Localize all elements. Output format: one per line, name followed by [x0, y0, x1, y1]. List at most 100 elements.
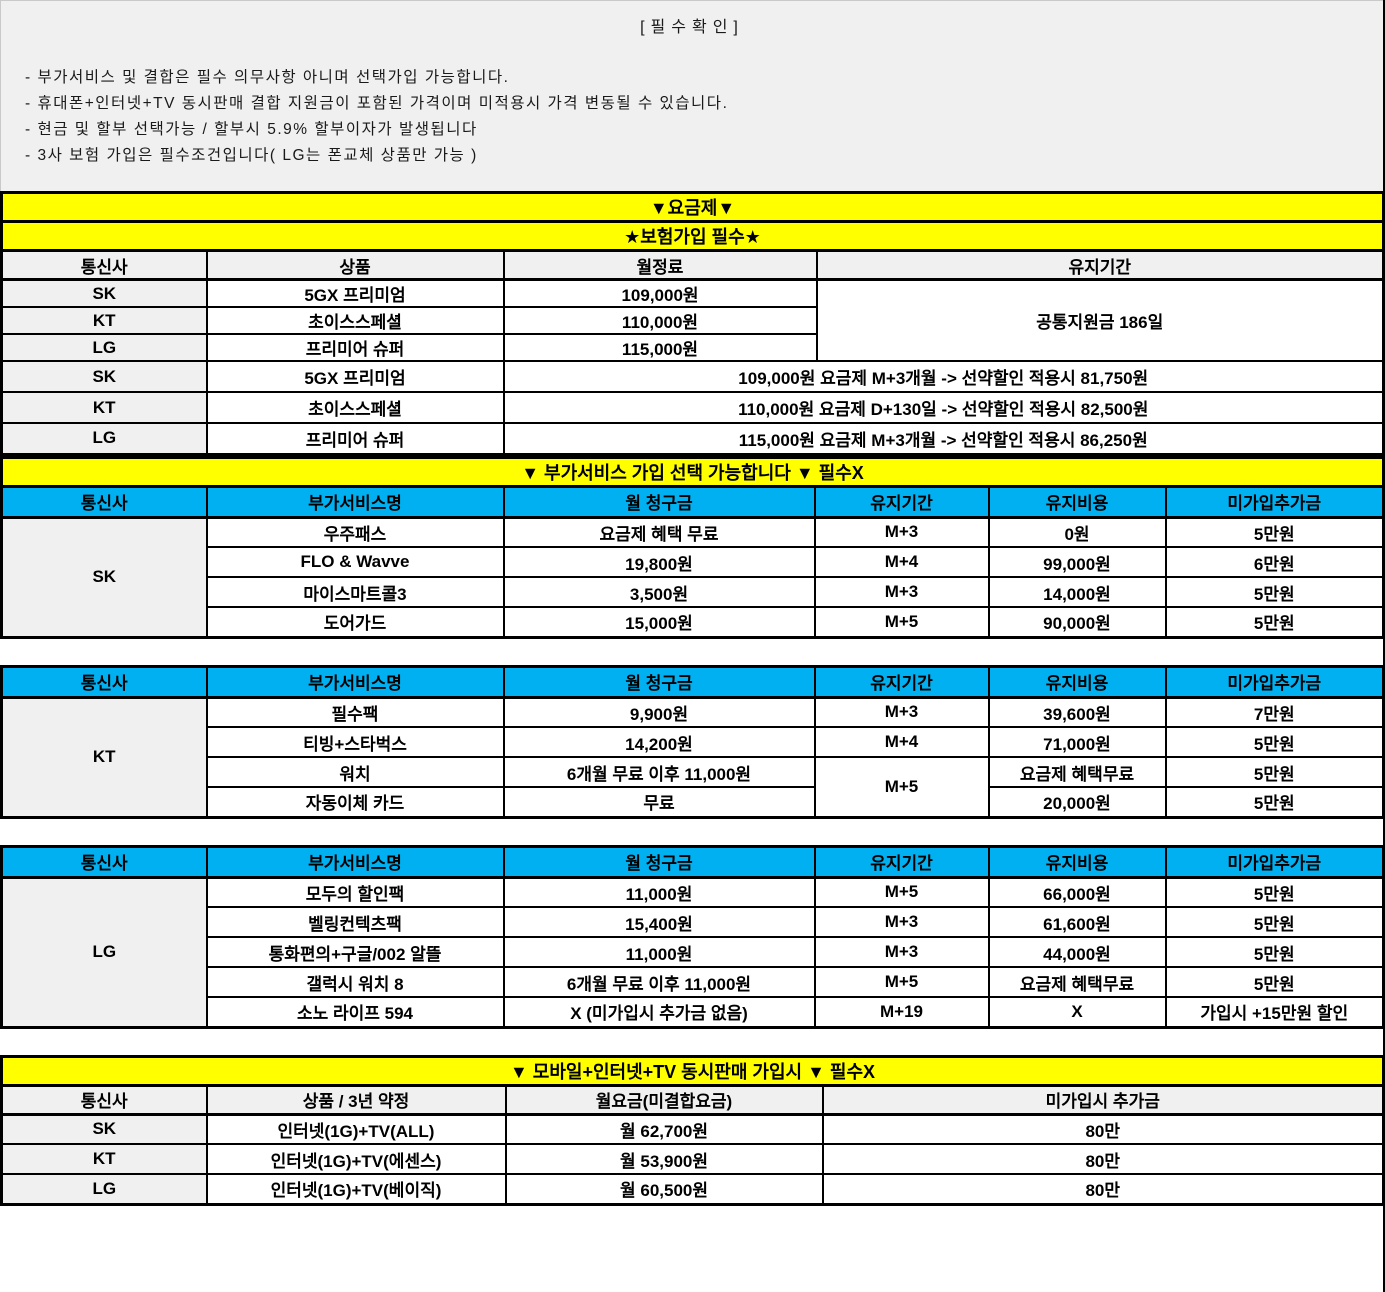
- period-cell: M+3: [813, 936, 990, 968]
- cost-cell: 14,000원: [987, 576, 1167, 608]
- penalty-cell: 5만원: [1164, 576, 1383, 608]
- discount-detail-cell: 109,000원 요금제 M+3개월 -> 선약할인 적용시 81,750원: [502, 360, 1383, 393]
- cost-cell: 20,000원: [987, 786, 1167, 818]
- column-header-no-join-fee: 미가입추가금: [1164, 665, 1383, 699]
- charge-cell: 3,500원: [502, 576, 816, 608]
- carrier-cell: SK: [0, 278, 208, 308]
- column-header-monthly-fee: 월요금(미결합요금): [504, 1084, 824, 1116]
- carrier-cell: LG: [0, 422, 208, 455]
- insurance-required-banner: ★보험가입 필수★: [0, 220, 1383, 252]
- cost-cell: 44,000원: [987, 936, 1167, 968]
- charge-cell: 15,000원: [502, 606, 816, 638]
- carrier-cell: SK: [0, 360, 208, 393]
- fee-cell: 월 60,500원: [504, 1173, 824, 1205]
- cost-cell: 90,000원: [987, 606, 1167, 638]
- penalty-cell: 5만원: [1164, 606, 1383, 638]
- addon-name-cell: 통화편의+구글/002 알뜰: [205, 936, 505, 968]
- penalty-cell: 7만원: [1164, 696, 1383, 728]
- column-header-carrier: 통신사: [0, 249, 208, 281]
- bundle-banner: ▼ 모바일+인터넷+TV 동시판매 가입시 ▼ 필수X: [0, 1054, 1383, 1087]
- period-cell: M+5: [813, 606, 990, 638]
- product-cell: 프리미어 슈퍼: [205, 422, 505, 455]
- notice-bullet-list: - 부가서비스 및 결합은 필수 의무사항 아니며 선택가입 가능합니다. - …: [25, 65, 1383, 169]
- period-cell: M+5: [813, 756, 990, 818]
- column-header-maintain-period: 유지기간: [813, 485, 990, 519]
- penalty-cell: 6만원: [1164, 546, 1383, 578]
- lg-addon-table: 통신사 부가서비스명 월 청구금 유지기간 유지비용 미가입추가금 LG 모두의…: [0, 844, 1383, 1029]
- table-gap: [0, 638, 1383, 665]
- period-cell: M+4: [813, 726, 990, 758]
- column-header-maintain-cost: 유지비용: [987, 665, 1167, 699]
- cost-cell: 71,000원: [987, 726, 1167, 758]
- column-header-carrier: 통신사: [0, 845, 208, 879]
- column-header-carrier: 통신사: [0, 485, 208, 519]
- penalty-cell: 5만원: [1164, 726, 1383, 758]
- period-cell: M+3: [813, 906, 990, 938]
- column-header-monthly-charge: 월 청구금: [502, 665, 816, 699]
- column-header-product-contract: 상품 / 3년 약정: [205, 1084, 507, 1116]
- addon-name-cell: 소노 라이프 594: [205, 996, 505, 1028]
- table-gap: [0, 818, 1383, 845]
- bundle-table: ▼ 모바일+인터넷+TV 동시판매 가입시 ▼ 필수X 통신사 상품 / 3년 …: [0, 1054, 1383, 1206]
- column-header-carrier: 통신사: [0, 1084, 208, 1116]
- column-header-maintain-period: 유지기간: [813, 665, 990, 699]
- column-header-monthly-charge: 월 청구금: [502, 845, 816, 879]
- charge-cell: 무료: [502, 786, 816, 818]
- kt-addon-table: 통신사 부가서비스명 월 청구금 유지기간 유지비용 미가입추가금 KT 필수팩…: [0, 664, 1383, 819]
- charge-cell: 6개월 무료 이후 11,000원: [502, 966, 816, 998]
- cost-cell: 요금제 혜택무료: [987, 966, 1167, 998]
- column-header-maintain-period: 유지기간: [813, 845, 990, 879]
- addon-name-cell: 갤럭시 워치 8: [205, 966, 505, 998]
- notice-bullet: - 3사 보험 가입은 필수조건입니다( LG는 폰교체 상품만 가능 ): [25, 147, 478, 164]
- column-header-no-join-fee: 미가입시 추가금: [821, 1084, 1383, 1116]
- rate-plan-table: ▼요금제▼ ★보험가입 필수★ 통신사 상품 월정료 유지기간 SK 5GX 프…: [0, 191, 1383, 456]
- cost-cell: 0원: [987, 516, 1167, 548]
- period-cell: M+5: [813, 966, 990, 998]
- carrier-cell: KT: [0, 1143, 208, 1175]
- period-cell: M+3: [813, 576, 990, 608]
- charge-cell: 요금제 혜택 무료: [502, 516, 816, 548]
- addon-name-cell: 도어가드: [205, 606, 505, 638]
- product-cell: 초이스스페셜: [205, 391, 505, 424]
- fee-cell: 월 62,700원: [504, 1113, 824, 1145]
- column-header-maintain-period: 유지기간: [815, 249, 1383, 281]
- fee-cell: 110,000원: [502, 306, 818, 335]
- fee-cell: 월 53,900원: [504, 1143, 824, 1175]
- notice-bullet: - 휴대폰+인터넷+TV 동시판매 결합 지원금이 포함된 가격이며 미적용시 …: [25, 95, 729, 112]
- carrier-cell: SK: [0, 1113, 208, 1145]
- penalty-cell: 5만원: [1164, 876, 1383, 908]
- column-header-maintain-cost: 유지비용: [987, 845, 1167, 879]
- period-cell: M+3: [813, 516, 990, 548]
- discount-detail-cell: 115,000원 요금제 M+3개월 -> 선약할인 적용시 86,250원: [502, 422, 1383, 455]
- charge-cell: X (미가입시 추가금 없음): [502, 996, 816, 1028]
- penalty-cell: 5만원: [1164, 936, 1383, 968]
- addon-optional-banner: ▼ 부가서비스 가입 선택 가능합니다 ▼ 필수X: [0, 455, 1383, 488]
- column-header-no-join-fee: 미가입추가금: [1164, 485, 1383, 519]
- cost-cell: 39,600원: [987, 696, 1167, 728]
- cost-cell: X: [987, 996, 1167, 1028]
- penalty-cell: 5만원: [1164, 966, 1383, 998]
- product-cell: 5GX 프리미엄: [205, 360, 505, 393]
- column-header-monthly-charge: 월 청구금: [502, 485, 816, 519]
- product-cell: 5GX 프리미엄: [205, 278, 505, 308]
- addon-name-cell: 우주패스: [205, 516, 505, 548]
- cost-cell: 66,000원: [987, 876, 1167, 908]
- penalty-cell: 5만원: [1164, 756, 1383, 788]
- column-header-no-join-fee: 미가입추가금: [1164, 845, 1383, 879]
- notice-bullet: - 부가서비스 및 결합은 필수 의무사항 아니며 선택가입 가능합니다.: [25, 69, 510, 86]
- maintain-note-cell: 공통지원금 186일: [815, 278, 1383, 362]
- penalty-cell: 5만원: [1164, 786, 1383, 818]
- charge-cell: 11,000원: [502, 936, 816, 968]
- product-cell: 초이스스페셜: [205, 306, 505, 335]
- cost-cell: 61,600원: [987, 906, 1167, 938]
- product-cell: 인터넷(1G)+TV(에센스): [205, 1143, 507, 1175]
- fee-cell: 115,000원: [502, 333, 818, 362]
- column-header-addon-name: 부가서비스명: [205, 485, 505, 519]
- period-cell: M+3: [813, 696, 990, 728]
- penalty-cell: 가입시 +15만원 할인: [1164, 996, 1383, 1028]
- sk-addon-table: ▼ 부가서비스 가입 선택 가능합니다 ▼ 필수X 통신사 부가서비스명 월 청…: [0, 455, 1383, 639]
- column-header-addon-name: 부가서비스명: [205, 845, 505, 879]
- carrier-cell: SK: [0, 516, 208, 638]
- addon-name-cell: 모두의 할인팩: [205, 876, 505, 908]
